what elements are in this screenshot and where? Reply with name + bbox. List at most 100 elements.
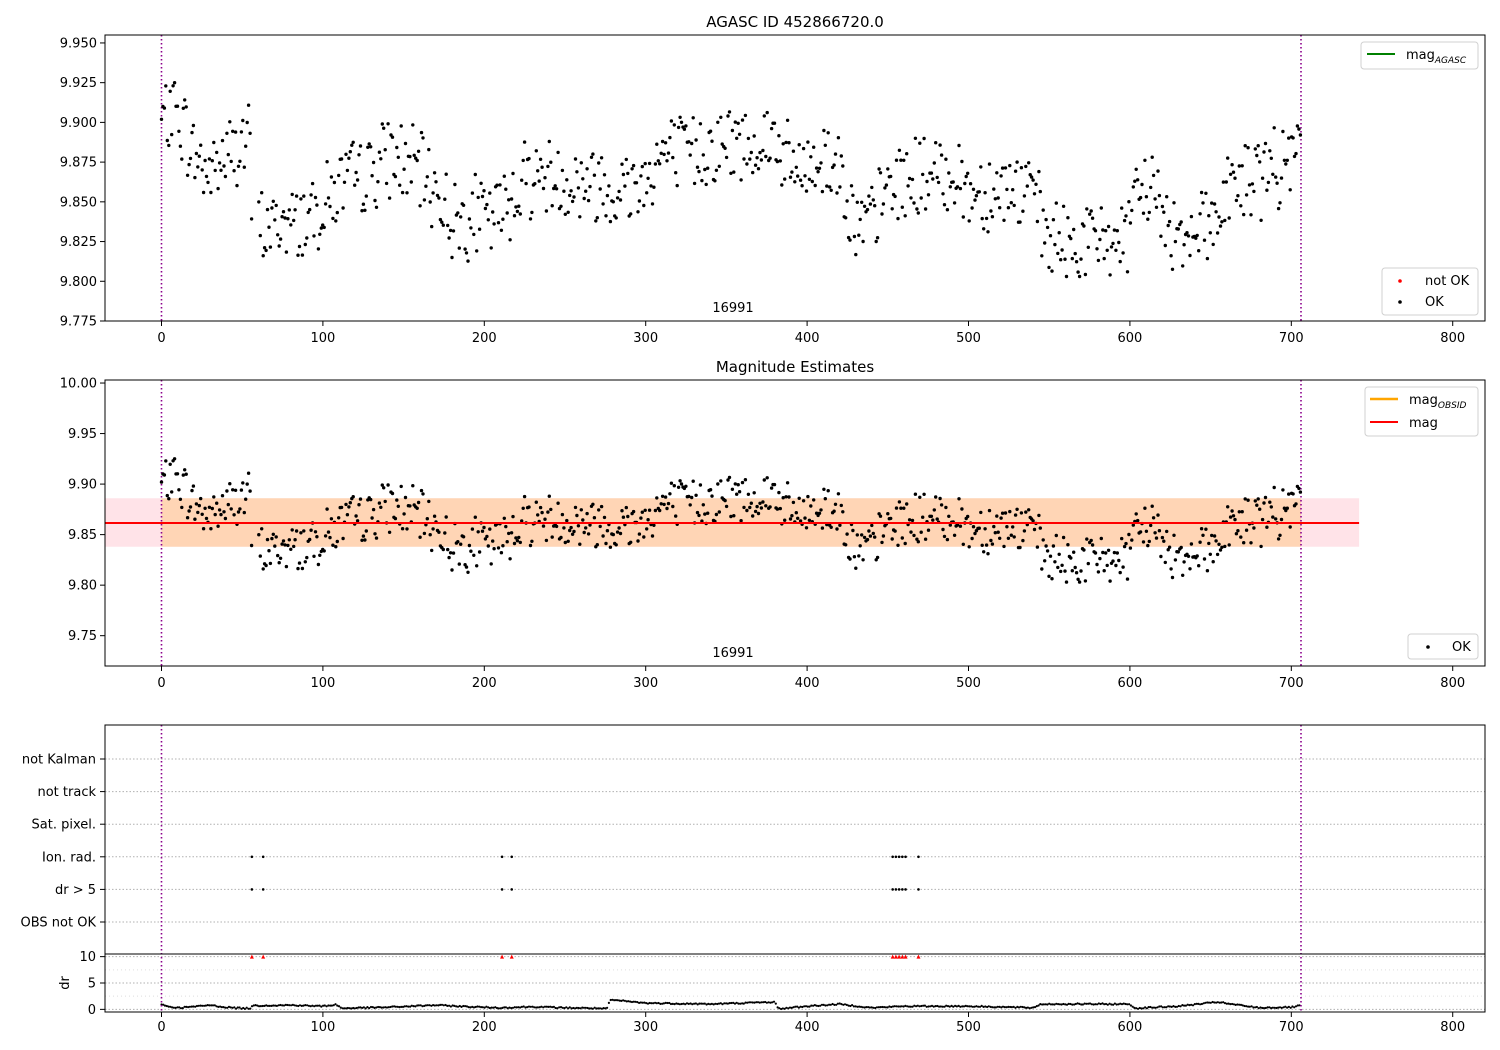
dr-point	[1151, 1006, 1154, 1009]
data-point-ok	[515, 209, 520, 214]
data-point-ok	[1150, 504, 1154, 508]
data-point-ok	[591, 152, 595, 156]
data-point-ok	[421, 492, 425, 496]
data-point-ok	[745, 508, 749, 513]
dr-point	[162, 1003, 165, 1006]
data-point-ok	[719, 479, 723, 483]
data-point-ok	[361, 534, 366, 538]
dr-point	[401, 1005, 405, 1009]
data-point-ok	[162, 106, 167, 110]
data-point-ok	[1047, 265, 1051, 270]
data-point-ok	[396, 504, 400, 508]
data-point-ok	[679, 120, 684, 125]
flag-point	[917, 855, 920, 859]
dr-point	[927, 1005, 930, 1008]
data-point-ok	[1204, 527, 1208, 531]
data-point-ok	[231, 488, 235, 492]
dr-point	[307, 1004, 310, 1007]
data-point-ok	[464, 251, 469, 255]
dr-point	[730, 1001, 733, 1005]
data-point-ok	[749, 501, 753, 505]
data-point-ok	[1090, 543, 1095, 547]
dr-threshold-marker	[897, 954, 902, 959]
dr-point	[236, 1006, 239, 1009]
panel3-plot-area	[105, 725, 1485, 1012]
data-point-ok	[1157, 193, 1162, 198]
dr-point	[1172, 1005, 1175, 1008]
data-point-ok	[604, 541, 608, 546]
dr-point	[849, 1004, 852, 1008]
data-point-ok	[1125, 577, 1130, 581]
dr-point	[611, 998, 614, 1001]
data-point-ok	[563, 540, 567, 545]
data-point-ok	[242, 510, 246, 515]
dr-point	[211, 1004, 215, 1007]
dr-point	[916, 1004, 919, 1007]
data-point-ok	[716, 120, 720, 125]
dr-point	[1248, 1005, 1251, 1008]
data-point-ok	[1105, 248, 1109, 252]
dr-point	[785, 1006, 788, 1009]
data-point-ok	[1111, 559, 1115, 563]
data-point-ok	[196, 165, 200, 169]
dr-point	[741, 1002, 744, 1005]
data-point-ok	[1195, 554, 1199, 558]
dr-point	[799, 1005, 802, 1008]
data-point-ok	[476, 195, 480, 200]
p2-xtick-label: 700	[1279, 676, 1304, 691]
dr-ytick-label: 5	[88, 977, 96, 992]
data-point-ok	[646, 176, 650, 180]
data-point-ok	[1294, 502, 1298, 506]
data-point-ok	[181, 106, 185, 111]
data-point-ok	[245, 482, 249, 486]
data-point-ok	[451, 229, 456, 233]
data-point-ok	[890, 537, 894, 541]
dr-point	[407, 1005, 410, 1008]
data-point-ok	[714, 512, 719, 517]
data-point-ok	[563, 212, 567, 216]
data-point-ok	[197, 154, 201, 158]
dr-point	[1058, 1003, 1061, 1006]
dr-point	[1277, 1006, 1280, 1009]
data-point-ok	[1214, 210, 1218, 214]
data-point-ok	[829, 188, 833, 192]
data-point-ok	[862, 535, 867, 540]
p1-xtick-label: 400	[795, 331, 820, 346]
data-point-ok	[1253, 147, 1258, 151]
data-point-ok	[297, 561, 302, 565]
data-point-ok	[491, 539, 495, 543]
data-point-ok	[1285, 506, 1290, 510]
data-point-ok	[264, 248, 268, 253]
dr-point	[744, 1001, 747, 1004]
dr-point	[385, 1006, 389, 1009]
data-point-ok	[602, 173, 607, 177]
p2-ytick-label: 9.75	[68, 629, 97, 644]
dr-point	[790, 1006, 793, 1010]
data-point-ok	[371, 507, 376, 512]
data-point-ok	[383, 499, 387, 504]
data-point-ok	[386, 483, 390, 487]
dr-point	[480, 1006, 483, 1009]
data-point-ok	[446, 223, 450, 228]
data-point-ok	[867, 194, 871, 198]
dr-point	[959, 1005, 962, 1008]
data-point-ok	[274, 203, 278, 208]
dr-point	[1074, 1002, 1077, 1006]
data-point-ok	[787, 495, 791, 499]
data-point-ok	[916, 211, 920, 215]
data-point-ok	[1244, 528, 1249, 532]
dr-point	[867, 1006, 870, 1009]
dr-point	[1142, 1007, 1145, 1010]
data-point-ok	[1243, 497, 1247, 501]
p1-ytick-label: 9.900	[60, 116, 97, 131]
dr-point	[600, 1007, 603, 1010]
dr-point	[389, 1005, 392, 1009]
data-point-ok	[427, 499, 431, 504]
dr-point	[378, 1006, 381, 1009]
p1-ytick-label: 9.875	[60, 156, 97, 171]
data-point-ok	[579, 508, 583, 512]
data-point-ok	[797, 496, 801, 500]
data-point-ok	[1181, 573, 1185, 577]
data-point-ok	[919, 530, 923, 534]
dr-point	[664, 1001, 667, 1005]
